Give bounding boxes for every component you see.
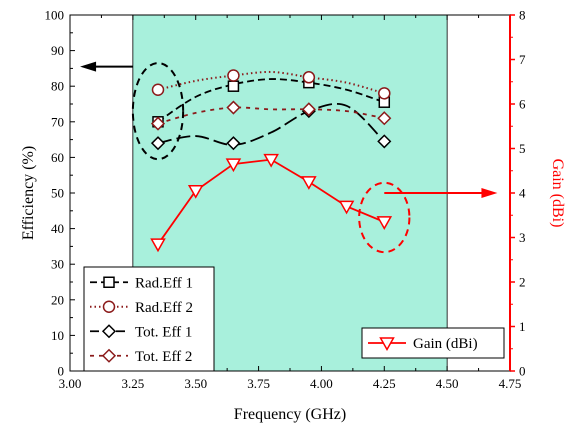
annotation-arrow-head xyxy=(80,61,97,72)
left-y-tick-label: 50 xyxy=(51,186,64,201)
left-y-tick-label: 70 xyxy=(51,114,64,129)
left-y-tick-label: 0 xyxy=(58,364,65,379)
data-point-gain-dbi xyxy=(338,200,355,215)
legend-marker-gain-dbi xyxy=(379,337,395,352)
legend-marker-rad-eff-1 xyxy=(103,276,115,288)
data-point-rad-eff-1 xyxy=(227,80,240,92)
legend-label-gain-dbi: Gain (dBi) xyxy=(413,336,478,352)
right-y-tick-label: 8 xyxy=(519,8,526,23)
data-point-gain-dbi xyxy=(225,158,242,173)
data-point-tot-eff-1 xyxy=(150,136,166,151)
left-y-tick-label: 90 xyxy=(51,43,64,58)
x-tick-label: 4.25 xyxy=(373,376,396,391)
left-y-axis-title: Efficiency (%) xyxy=(20,146,37,240)
legend-marker-tot-eff-1 xyxy=(101,324,117,339)
x-tick-label: 3.25 xyxy=(121,376,144,391)
series-layer xyxy=(150,69,393,253)
x-tick-label: 4.00 xyxy=(310,376,333,391)
legend-label-tot-eff-1: Tot. Eff 1 xyxy=(135,324,192,340)
annotation-ellipse-efficiency xyxy=(131,62,185,161)
legend-label-tot-eff-2: Tot. Eff 2 xyxy=(135,349,192,365)
annotation-arrow-head xyxy=(481,188,498,198)
x-tick-label: 3.00 xyxy=(59,376,82,391)
x-tick-label: 3.75 xyxy=(247,376,270,391)
tick-layer: 3.00 3.25 3.50 3.75 4.00 4.25 4.50 4.7501020304… xyxy=(45,8,527,392)
right-y-tick-label: 7 xyxy=(519,52,526,67)
right-y-tick-label: 6 xyxy=(519,97,526,112)
legend-marker-rad-eff-2 xyxy=(102,300,116,313)
series-line-rad-eff-1 xyxy=(157,78,385,123)
data-point-tot-eff-2 xyxy=(377,111,392,126)
data-point-gain-dbi xyxy=(376,216,393,230)
data-point-tot-eff-1 xyxy=(226,136,241,151)
legend-box xyxy=(361,327,505,359)
data-point-gain-dbi xyxy=(187,185,204,199)
data-point-rad-eff-2 xyxy=(151,83,165,97)
legend-label-rad-eff-2: Rad.Eff 2 xyxy=(135,300,193,316)
legend-efficiency: Rad.Eff 1 Rad.Eff 2 Tot. Eff 1 Tot. Eff 2 xyxy=(83,266,215,372)
annotation-ellipse-gain xyxy=(358,181,411,254)
right-y-axis-title: Gain (dBi) xyxy=(549,159,566,228)
right-y-tick-label: 3 xyxy=(519,230,526,245)
data-point-tot-eff-2 xyxy=(150,116,166,131)
data-point-tot-eff-2 xyxy=(301,102,316,117)
right-y-tick-label: 1 xyxy=(519,319,526,334)
x-tick-label: 4.75 xyxy=(499,376,522,391)
data-point-gain-dbi xyxy=(301,176,317,190)
left-y-tick-label: 80 xyxy=(51,79,64,94)
right-y-tick-label: 4 xyxy=(519,186,526,201)
series-line-tot-eff-2 xyxy=(157,106,385,125)
legend-gain: Gain (dBi) xyxy=(361,327,505,359)
data-point-rad-eff-2 xyxy=(227,69,240,82)
data-point-tot-eff-2 xyxy=(226,100,241,115)
annotation-layer xyxy=(80,61,498,254)
right-y-tick-label: 0 xyxy=(519,364,526,379)
data-point-rad-eff-2 xyxy=(378,87,391,100)
left-y-tick-label: 20 xyxy=(51,292,64,307)
left-y-tick-label: 40 xyxy=(51,221,64,236)
x-axis-title: Frequency (GHz) xyxy=(234,406,346,423)
data-point-gain-dbi xyxy=(263,153,279,168)
left-y-tick-label: 100 xyxy=(45,8,65,23)
x-tick-label: 4.50 xyxy=(436,376,459,391)
data-point-gain-dbi xyxy=(150,238,166,253)
left-y-tick-label: 60 xyxy=(51,150,64,165)
right-y-tick-label: 2 xyxy=(519,275,526,290)
right-y-tick-label: 5 xyxy=(519,141,526,156)
left-y-tick-label: 10 xyxy=(51,328,64,343)
data-point-rad-eff-2 xyxy=(302,71,316,84)
x-tick-label: 3.50 xyxy=(184,376,207,391)
legend-marker-tot-eff-2 xyxy=(101,348,117,363)
series-line-tot-eff-1 xyxy=(157,102,385,146)
legend-label-rad-eff-1: Rad.Eff 1 xyxy=(135,275,193,291)
data-point-tot-eff-1 xyxy=(377,134,392,149)
left-y-tick-label: 30 xyxy=(51,257,64,272)
